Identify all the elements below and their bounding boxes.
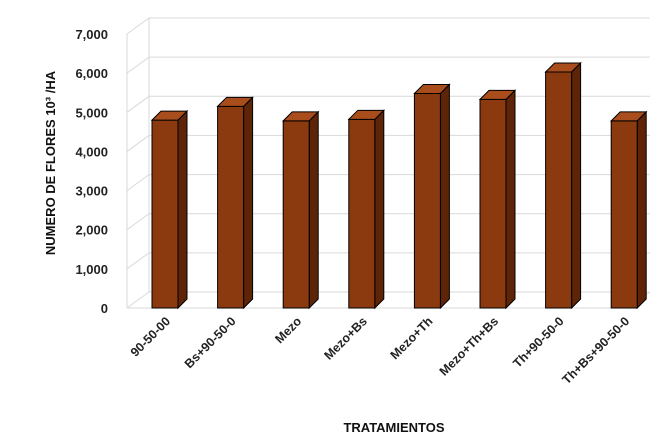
- bar-front: [282, 120, 310, 309]
- bar-top: [478, 89, 517, 100]
- bar-top: [544, 62, 582, 73]
- bar-side: [439, 83, 450, 310]
- bar: [281, 110, 320, 310]
- x-tick-label: Bs+90-50-0: [182, 314, 239, 371]
- x-axis-title: TRATAMIENTOS: [343, 420, 444, 435]
- bar: [478, 89, 517, 310]
- bar-front: [610, 120, 638, 309]
- y-tick-label: 4,000: [75, 144, 108, 159]
- y-tick-label: 6,000: [75, 66, 108, 81]
- bar-front: [545, 71, 573, 309]
- x-tick-label: Mezo+Th+Bs: [437, 314, 501, 378]
- bar-front: [151, 119, 179, 309]
- bar-front: [413, 92, 441, 309]
- x-tick-label: Mezo: [272, 314, 304, 346]
- y-tick-label: 7,000: [75, 27, 108, 42]
- bar-top: [150, 110, 189, 121]
- bar-side: [571, 61, 582, 310]
- x-tick-label: Th+Bs+90-50-0: [560, 314, 633, 387]
- bar: [150, 109, 189, 310]
- bar-side: [636, 110, 647, 310]
- bar-top: [609, 111, 648, 122]
- bar: [609, 110, 648, 310]
- bar-side: [505, 89, 516, 310]
- x-tick-labels: 90-50-00 Bs+90-50-0 Mezo Mezo+Bs Mezo+Th Mezo…: [128, 314, 633, 387]
- bars: [150, 61, 648, 310]
- bar: [347, 109, 386, 310]
- y-tick-label: 3,000: [75, 184, 108, 199]
- bar-side: [177, 109, 188, 310]
- x-tick-label: 90-50-00: [128, 314, 173, 359]
- y-tick-labels: 0 1,000 2,000 3,000 4,000 5,000 6,000 7,000: [75, 27, 108, 316]
- x-tick-label: Th+90-50-0: [510, 314, 566, 370]
- bar: [216, 96, 254, 310]
- grid-line: [126, 17, 650, 35]
- y-tick-label: 5,000: [75, 105, 108, 120]
- bar-side: [308, 110, 319, 310]
- bar-front: [479, 98, 507, 309]
- y-tick-label: 2,000: [75, 223, 108, 238]
- bar-front: [217, 105, 245, 309]
- bar-top: [281, 111, 320, 122]
- bar: [544, 61, 582, 310]
- bar: [413, 83, 451, 310]
- bar-side: [243, 96, 254, 310]
- bar-top: [413, 83, 451, 94]
- bar-side: [374, 109, 385, 310]
- y-tick-label: 1,000: [75, 262, 108, 277]
- x-tick-label: Mezo+Bs: [321, 314, 369, 362]
- bar-top: [347, 109, 386, 120]
- y-tick-label: 0: [101, 301, 108, 316]
- y-axis-title: NUMERO DE FLORES 10³ /HA: [43, 70, 58, 255]
- x-tick-label: Mezo+Th: [388, 314, 436, 362]
- bar-front: [348, 118, 376, 309]
- bar-top: [216, 96, 254, 107]
